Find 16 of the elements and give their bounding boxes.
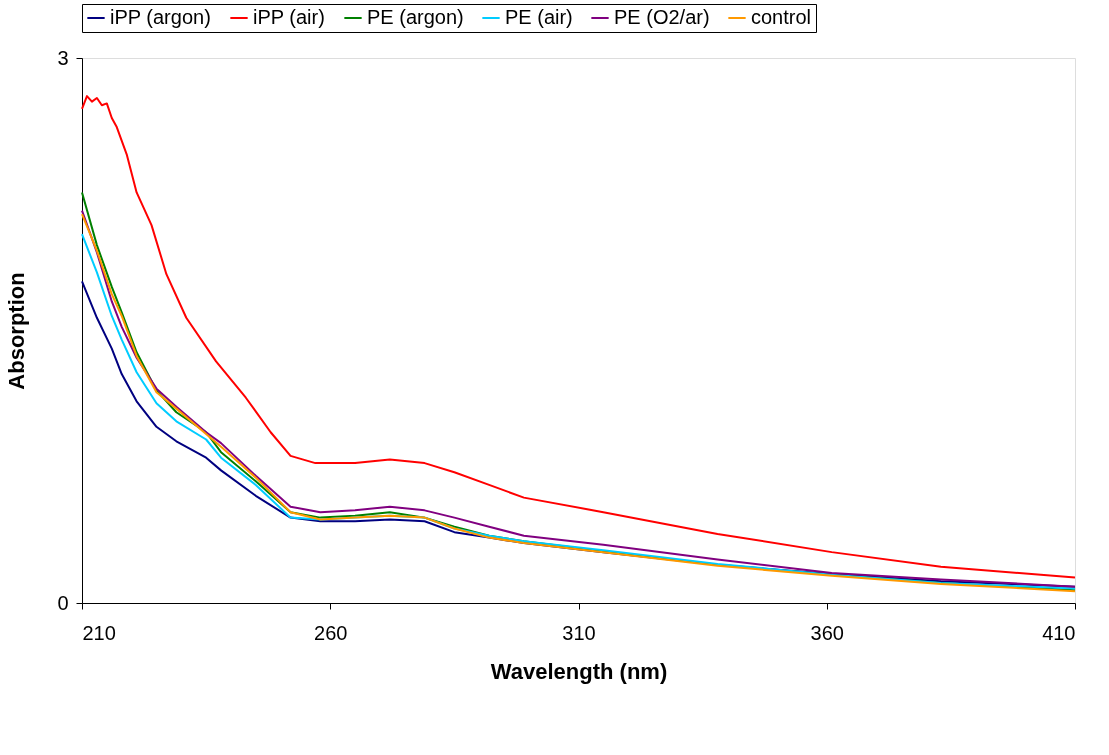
y-tick-label: 3	[57, 46, 69, 69]
y-tick-label: 0	[57, 591, 69, 614]
x-tick-label: 310	[562, 621, 596, 644]
legend-label: control	[751, 6, 812, 28]
line-series	[81, 95, 1076, 579]
y-axis-title: Absorption	[4, 272, 30, 390]
legend-label: PE (O2/ar)	[614, 6, 710, 28]
x-tick-label: 410	[1042, 621, 1076, 644]
legend-label: PE (argon)	[367, 6, 464, 28]
x-tick-label: 260	[314, 621, 348, 644]
legend-label: PE (air)	[505, 6, 573, 28]
legend-label: iPP (air)	[253, 6, 325, 28]
x-tick-label: 360	[810, 621, 844, 644]
x-axis-title: Wavelength (nm)	[490, 658, 668, 684]
x-tick-label: 210	[82, 621, 116, 644]
legend-label: iPP (argon)	[110, 6, 211, 28]
